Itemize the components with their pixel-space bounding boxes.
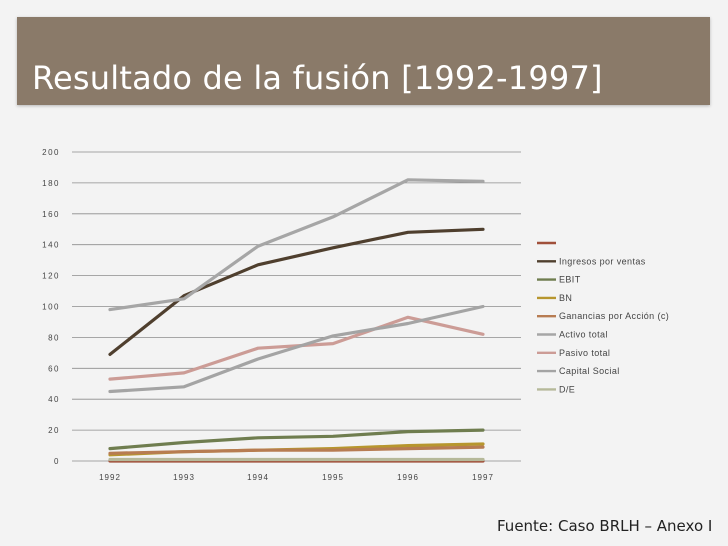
x-tick-label: 1997: [472, 473, 494, 482]
y-tick-label: 60: [48, 364, 60, 373]
title-bar: [17, 17, 710, 105]
series-line: [108, 445, 485, 455]
series-line: [108, 227, 485, 356]
x-tick-label: 1993: [173, 473, 195, 482]
legend-label: Activo total: [559, 330, 608, 340]
x-tick-label: 1992: [99, 473, 121, 482]
slide-title: Resultado de la fusión [1992-1997]: [32, 59, 603, 97]
y-tick-label: 120: [42, 272, 60, 281]
x-tick-label: 1996: [397, 473, 419, 482]
y-tick-label: 140: [42, 241, 60, 250]
y-tick-label: 180: [42, 179, 60, 188]
y-tick-label: 200: [42, 148, 60, 157]
y-tick-label: 20: [48, 426, 60, 435]
y-tick-label: 80: [48, 333, 60, 342]
y-tick-label: 0: [54, 457, 60, 466]
x-tick-label: 1994: [247, 473, 269, 482]
x-tick-label: 1995: [322, 473, 344, 482]
legend-label: Pasivo total: [559, 348, 610, 358]
legend-label: Ganancias por Acción (c): [559, 311, 669, 321]
series-line: [108, 428, 485, 451]
legend-label: BN: [559, 293, 572, 303]
y-tick-label: 100: [42, 303, 60, 312]
legend-label: Capital Social: [559, 366, 620, 376]
legend-label: D/E: [559, 384, 575, 394]
series-line: [108, 178, 485, 312]
legend-label: EBIT: [559, 275, 581, 285]
y-tick-label: 160: [42, 210, 60, 219]
legend-label: Ingresos por ventas: [559, 256, 646, 266]
source-note: Fuente: Caso BRLH – Anexo I: [497, 517, 713, 535]
series-line: [108, 304, 485, 394]
y-tick-label: 40: [48, 395, 60, 404]
